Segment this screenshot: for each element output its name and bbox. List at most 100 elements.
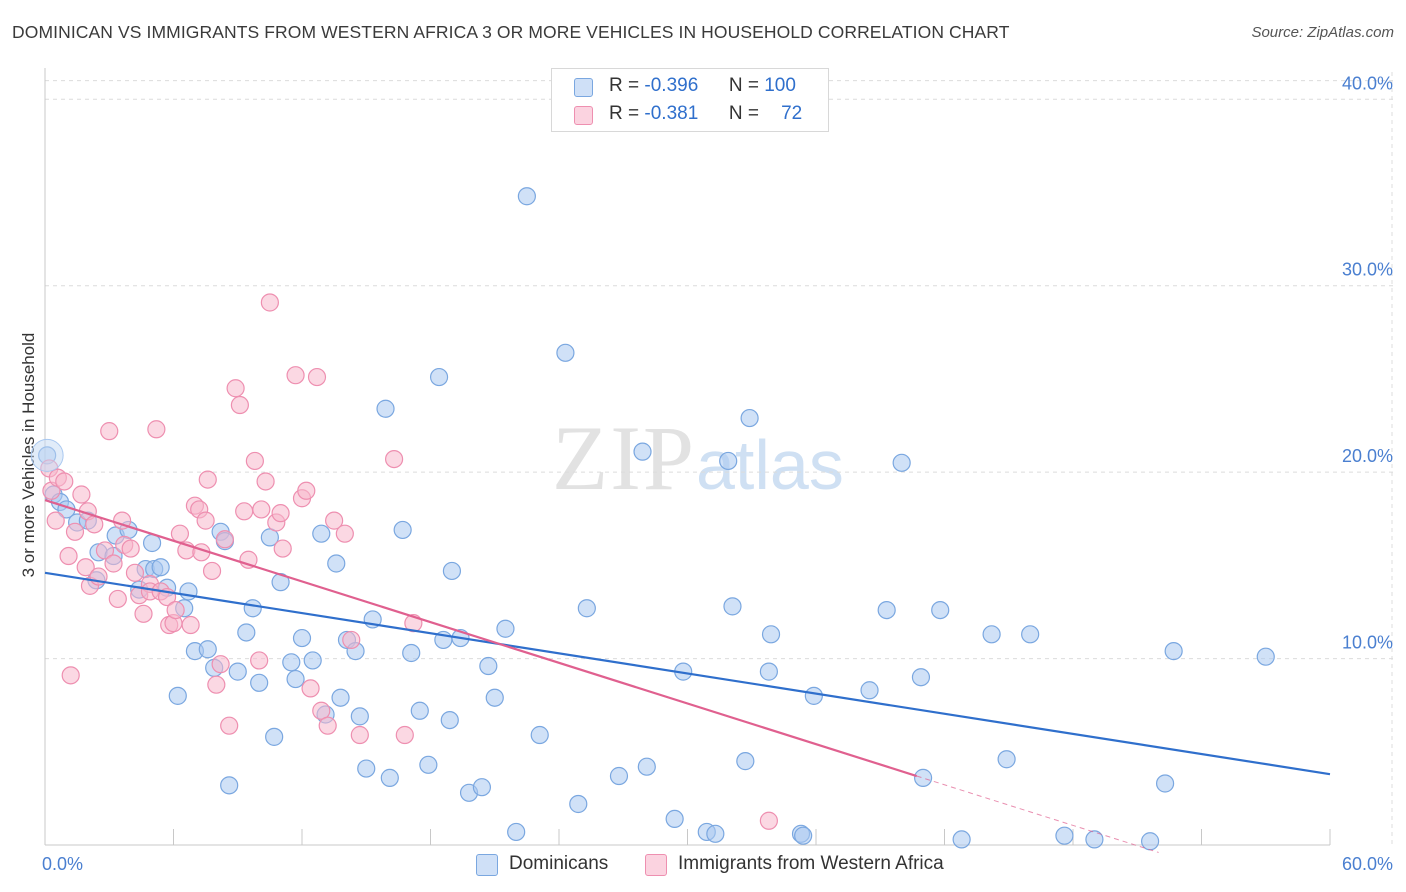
data-point <box>301 679 320 698</box>
data-point <box>250 673 269 692</box>
x-tick-label: 60.0% <box>1342 854 1393 874</box>
data-point <box>297 481 316 500</box>
legend-r-label: R = <box>609 75 640 96</box>
data-point <box>215 530 234 549</box>
data-point <box>245 451 264 471</box>
data-point <box>307 367 327 387</box>
data-point <box>318 716 337 735</box>
data-point <box>759 662 778 681</box>
data-point <box>220 776 239 795</box>
legend-r-value: -0.396 <box>644 75 699 96</box>
data-point <box>1155 774 1175 793</box>
data-point <box>736 752 755 771</box>
watermark: ZIPatlas <box>552 405 844 511</box>
x-tick-label: 0.0% <box>42 854 83 874</box>
data-point <box>1085 830 1104 849</box>
data-point <box>393 520 412 540</box>
y-tick-label: 10.0% <box>1342 633 1393 653</box>
legend-swatch-dominicans <box>574 78 593 97</box>
y-tick-labels: 10.0% 20.0% 30.0% 40.0% <box>1342 73 1393 652</box>
data-point <box>911 668 931 687</box>
legend-n-value: 100 <box>764 75 796 96</box>
data-point <box>804 686 823 705</box>
data-point <box>108 589 127 609</box>
watermark-zip: ZIP <box>552 407 696 509</box>
data-point <box>1256 647 1275 666</box>
data-point <box>761 625 781 644</box>
series-legend: Dominicans Immigrants from Western Afric… <box>0 850 1406 878</box>
legend-swatch-western-africa <box>645 854 667 876</box>
data-point <box>1055 826 1074 845</box>
data-point <box>350 725 369 745</box>
data-point <box>230 395 249 415</box>
data-point <box>292 628 312 648</box>
data-point <box>168 686 187 705</box>
data-point <box>226 379 245 398</box>
data-point <box>179 582 198 601</box>
data-point <box>256 472 275 491</box>
data-point <box>507 822 526 842</box>
data-point <box>271 504 290 523</box>
data-point <box>723 597 742 616</box>
data-point <box>633 442 652 461</box>
data-point <box>410 701 429 720</box>
data-point <box>260 293 279 312</box>
data-point <box>440 710 459 730</box>
data-point <box>335 524 354 543</box>
trend-line-dominicans <box>44 571 1331 776</box>
data-point <box>479 656 498 676</box>
data-point <box>1140 832 1160 851</box>
data-point <box>331 688 350 707</box>
data-point-large <box>30 438 64 472</box>
data-point <box>46 511 65 530</box>
trend-lines <box>44 499 1331 853</box>
data-point <box>759 811 778 830</box>
data-point <box>556 343 575 362</box>
data-point <box>577 599 596 618</box>
data-point <box>196 511 215 530</box>
trend-extension-western-africa <box>916 775 1159 853</box>
data-point <box>100 422 119 441</box>
data-point <box>860 681 879 700</box>
y-tick-label: 40.0% <box>1342 73 1393 93</box>
data-point <box>121 539 140 558</box>
data-point <box>237 623 256 642</box>
data-point <box>235 502 254 521</box>
data-point <box>166 600 185 620</box>
data-point <box>220 716 239 735</box>
data-point <box>402 643 421 663</box>
data-point <box>312 524 331 543</box>
data-point <box>1021 625 1040 644</box>
data-point <box>719 451 738 471</box>
data-point <box>706 824 725 843</box>
data-point <box>665 809 684 829</box>
legend-n-label: N = <box>728 103 759 124</box>
data-point <box>395 725 414 745</box>
data-point <box>429 367 449 387</box>
data-point <box>637 757 656 776</box>
data-point <box>250 651 269 670</box>
data-point <box>982 625 1001 644</box>
data-point <box>273 539 292 558</box>
legend-label-dominicans: Dominicans <box>509 853 609 874</box>
data-point <box>151 558 170 577</box>
x-tick-labels: 0.0% 60.0% <box>42 854 1393 874</box>
data-point <box>134 604 153 623</box>
chart-title: DOMINICAN VS IMMIGRANTS FROM WESTERN AFR… <box>12 22 1010 42</box>
data-point <box>376 399 395 418</box>
data-point <box>419 755 438 774</box>
series-western-africa <box>40 293 778 830</box>
correlation-legend: R = -0.396 N = 100 R = -0.381 N = 72 <box>551 68 829 132</box>
data-point <box>997 750 1016 769</box>
source-credit: Source: ZipAtlas.com <box>1251 24 1394 41</box>
data-point <box>952 830 971 849</box>
data-point <box>170 524 190 543</box>
legend-n-value: 72 <box>781 103 803 124</box>
data-point <box>104 554 123 573</box>
data-point <box>1164 642 1183 661</box>
data-point <box>569 794 588 814</box>
series-dominicans <box>38 187 1275 851</box>
legend-n-label: N = <box>728 75 759 96</box>
data-point <box>530 725 549 745</box>
legend-swatch-western-africa <box>574 106 593 125</box>
